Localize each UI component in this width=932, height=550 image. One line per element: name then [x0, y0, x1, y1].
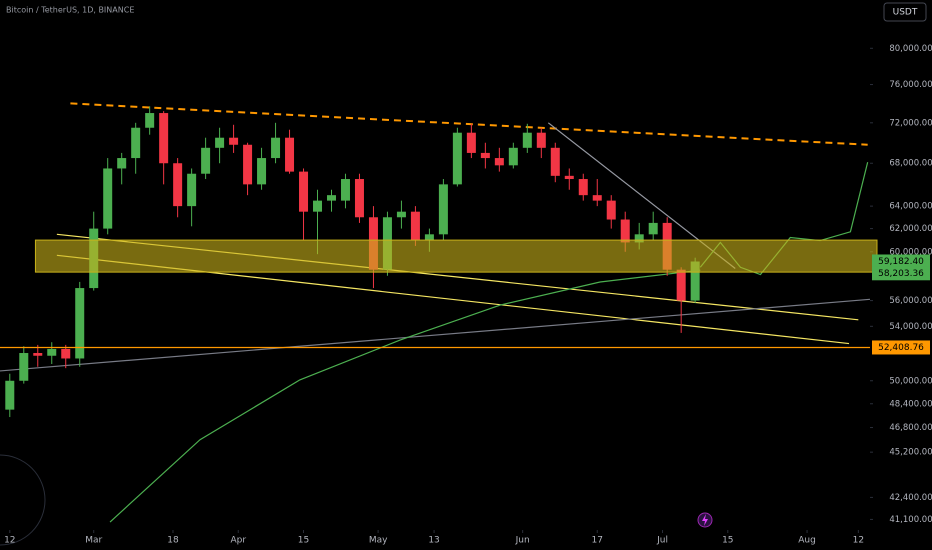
x-tick-label: May — [369, 536, 388, 546]
candle-body — [620, 219, 630, 243]
y-tick-label: 76,000.00 — [889, 80, 932, 90]
candle-body — [396, 211, 406, 218]
candle-body — [466, 132, 476, 153]
x-tick-label: Apr — [230, 536, 246, 546]
candle-body — [550, 147, 560, 176]
candle-body — [75, 288, 85, 359]
candle-body — [257, 158, 267, 185]
candle-body — [33, 353, 43, 356]
candle-body — [564, 175, 574, 180]
candle-body — [145, 113, 155, 128]
candle-body — [326, 195, 336, 201]
candle-body — [117, 158, 127, 169]
candle-body — [676, 269, 686, 301]
candle-body — [410, 211, 420, 241]
y-tick-label: 41,100.00 — [889, 515, 932, 525]
y-tick-label: 60,000.00 — [889, 247, 932, 257]
candle-body — [452, 132, 462, 185]
x-tick-label: Aug — [798, 536, 816, 546]
candle-body — [578, 179, 588, 196]
candle-body — [173, 163, 183, 207]
x-tick-label: 12 — [4, 536, 15, 546]
candle-body — [494, 158, 504, 166]
candle-body — [480, 152, 490, 159]
candle-body — [536, 132, 546, 148]
x-tick-label: Mar — [85, 536, 102, 546]
candle-body — [648, 222, 658, 235]
candle-body — [243, 144, 253, 185]
candle-body — [508, 147, 518, 166]
candle-body — [690, 261, 700, 301]
candle-body — [424, 234, 434, 241]
y-tick-label: 62,000.00 — [889, 224, 932, 234]
candle-body — [103, 168, 113, 229]
lightning-icon — [697, 512, 713, 528]
candle-body — [522, 132, 532, 148]
y-tick-label: 64,000.00 — [889, 202, 932, 212]
price-label: 58,203.36 — [878, 269, 924, 279]
zone — [34, 239, 878, 273]
y-tick-label: 56,000.00 — [889, 296, 932, 306]
y-tick-label: 72,000.00 — [889, 118, 932, 128]
price-label-bg — [872, 266, 930, 281]
candle-body — [131, 127, 141, 159]
x-tick-label: 18 — [167, 536, 179, 546]
decor-circle — [0, 454, 46, 546]
candle-body — [201, 147, 211, 174]
candle-body — [187, 173, 197, 207]
candle-body — [215, 137, 225, 148]
candle-body — [592, 195, 602, 201]
candle-body — [354, 179, 364, 218]
trend-line — [0, 298, 870, 372]
currency-button[interactable] — [883, 2, 927, 22]
trend-line — [109, 269, 701, 523]
x-tick-label: 17 — [592, 536, 603, 546]
candle-body — [229, 137, 239, 145]
y-tick-label: 80,000.00 — [889, 44, 932, 54]
candle-body — [634, 234, 644, 243]
y-tick-label: 46,800.00 — [889, 423, 932, 433]
x-tick-label: Jun — [515, 536, 530, 546]
x-tick-label: 13 — [428, 536, 439, 546]
x-tick-label: Jul — [656, 536, 668, 546]
price-label: 59,182.40 — [878, 257, 924, 267]
candle-body — [438, 184, 448, 235]
y-tick-label: 45,200.00 — [889, 448, 932, 458]
currency-label[interactable]: USDT — [893, 8, 918, 18]
x-tick-label: 15 — [722, 536, 733, 546]
candle-body — [340, 179, 350, 201]
candle-body — [47, 348, 57, 356]
candle-body — [271, 137, 281, 159]
y-tick-label: 50,000.00 — [889, 376, 932, 386]
trend-line — [70, 102, 868, 146]
candle-body — [285, 137, 295, 172]
candle-body — [5, 380, 15, 410]
y-tick-label: 54,000.00 — [889, 322, 932, 332]
candle-body — [299, 171, 309, 212]
price-label-bg — [872, 340, 930, 355]
y-tick-label: 42,400.00 — [889, 493, 932, 503]
x-tick-label: 15 — [298, 536, 309, 546]
candle-body — [61, 348, 71, 359]
y-tick-label: 48,400.00 — [889, 399, 932, 409]
candle-body — [313, 200, 323, 212]
x-tick-label: 12 — [853, 536, 864, 546]
candle-body — [606, 200, 616, 220]
price-label: 52,408.76 — [878, 343, 924, 353]
y-tick-label: 68,000.00 — [889, 159, 932, 169]
candle-body — [19, 353, 29, 381]
chart-title: Bitcoin / TetherUS, 1D, BINANCE — [6, 6, 134, 15]
candle-body — [159, 113, 169, 164]
